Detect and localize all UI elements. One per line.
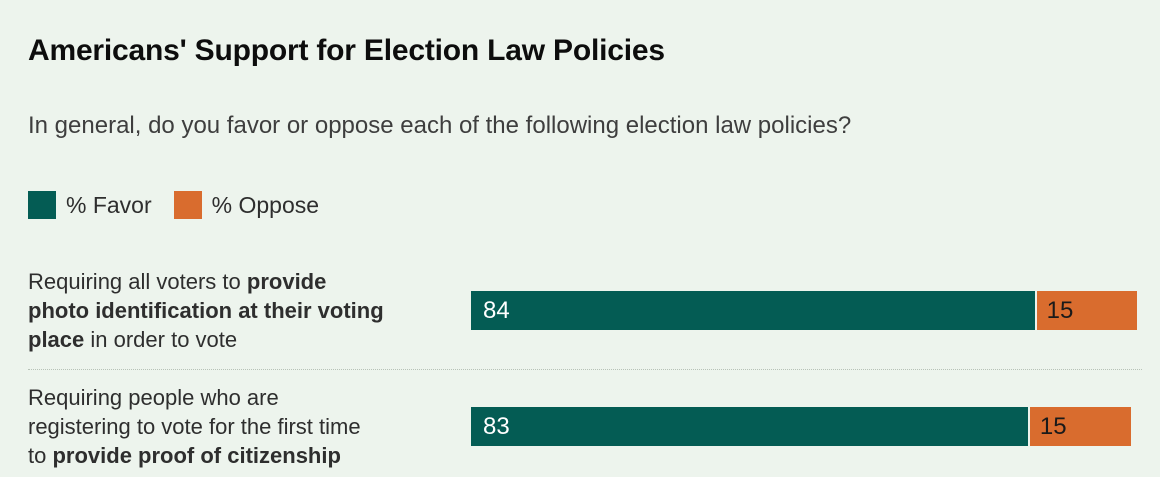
bar-track: 84 15 <box>471 291 1142 330</box>
legend-item-favor: % Favor <box>28 191 152 219</box>
bar-row-photo-id: Requiring all voters to provide photo ide… <box>28 267 1142 370</box>
bar-track: 83 15 <box>471 407 1142 446</box>
row-label: Requiring all voters to provide photo ide… <box>28 269 384 352</box>
legend-item-oppose: % Oppose <box>173 191 320 219</box>
oppose-bar: 15 <box>1029 407 1131 446</box>
oppose-legend-label: % Oppose <box>211 191 320 218</box>
favor-legend-label: % Favor <box>66 191 152 218</box>
favor-bar: 84 <box>471 291 1035 330</box>
chart-title: Americans' Support for Election Law Poli… <box>28 34 665 67</box>
favor-swatch <box>28 191 56 219</box>
legend: % Favor % Oppose <box>28 191 1142 219</box>
oppose-bar: 15 <box>1036 291 1138 330</box>
favor-value: 84 <box>483 296 510 324</box>
favor-value: 83 <box>483 412 510 440</box>
row-label: Requiring people who are registering to v… <box>28 385 361 468</box>
favor-bar: 83 <box>471 407 1028 446</box>
oppose-value: 15 <box>1046 296 1074 324</box>
chart-subtitle: In general, do you favor or oppose each … <box>28 112 852 139</box>
oppose-value: 15 <box>1039 412 1067 440</box>
bar-row-proof-of-citizenship: Requiring people who are registering to v… <box>28 370 1142 470</box>
oppose-swatch <box>173 191 202 219</box>
bar-chart: Requiring all voters to provide photo ide… <box>28 267 1142 470</box>
